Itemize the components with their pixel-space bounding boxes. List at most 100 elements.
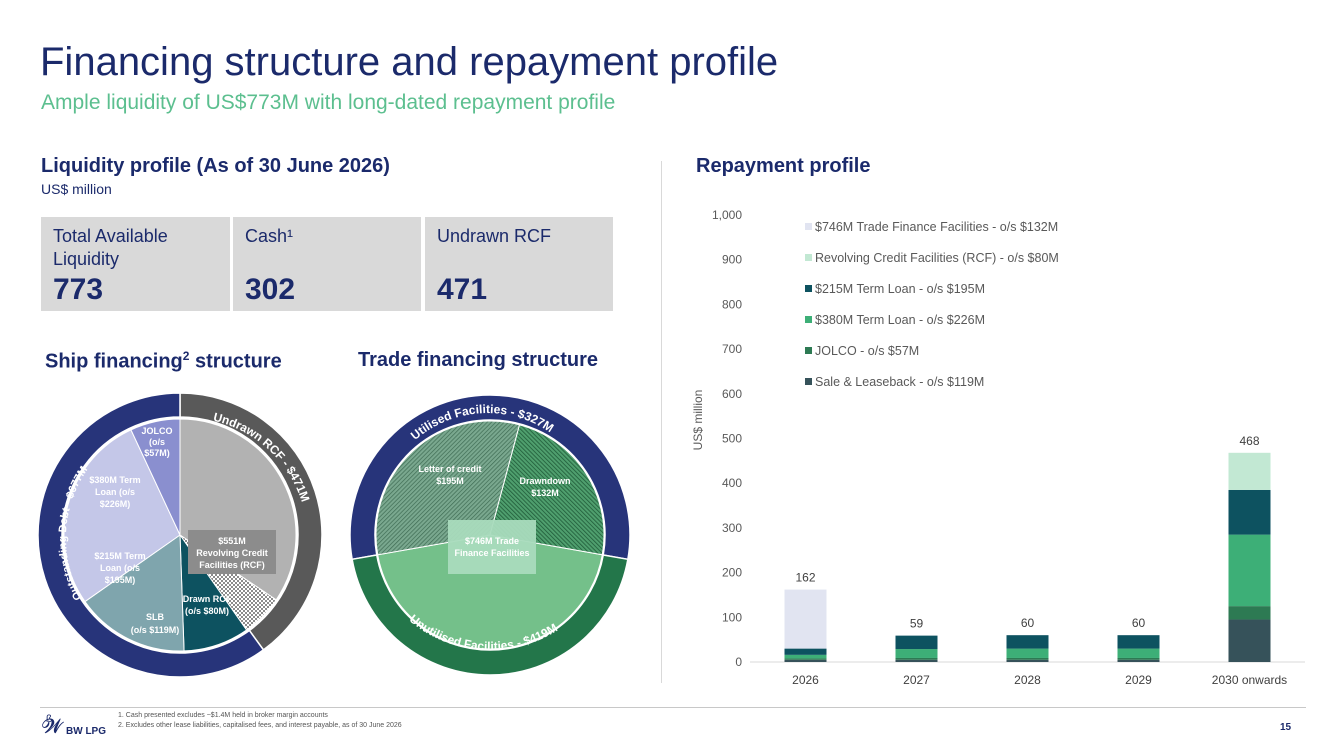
kpi-value: 471 (437, 273, 488, 306)
x-tick-label: 2026 (792, 673, 819, 687)
x-tick-label: 2027 (903, 673, 930, 687)
bar-segment (895, 649, 938, 658)
bar-segment (1006, 635, 1049, 649)
bw-logo-mark-icon: 𝓦 (42, 716, 65, 738)
y-tick-label: 1,000 (712, 208, 742, 222)
page-subtitle: Ample liquidity of US$773M with long-dat… (41, 91, 616, 114)
y-tick-label: 800 (722, 297, 742, 311)
bw-logo-small-b-icon: ß (46, 714, 52, 725)
footnote-2: 2. Excludes other lease liabilities, cap… (118, 722, 402, 729)
footnotes: 1. Cash presented excludes ~$1.4M held i… (118, 711, 402, 731)
legend-item: $215M Term Loan - o/s $195M (815, 282, 985, 296)
bar-segment (784, 589, 827, 649)
trade-financing-pie: Utilised Facilities - $327M Unutilised F… (349, 394, 631, 676)
y-tick-label: 400 (722, 476, 742, 490)
footnote-1: 1. Cash presented excludes ~$1.4M held i… (118, 712, 328, 719)
bar-total-label: 468 (1239, 434, 1259, 448)
bar-total-label: 59 (910, 617, 924, 631)
legend-swatch (805, 223, 812, 230)
ring-segment-utilised (349, 394, 631, 561)
bar-segment (895, 657, 938, 660)
kpi-label: Cash¹ (245, 226, 294, 246)
ship-financing-pie: Outstanding Debt - $677M Undrawn RCF - $… (37, 392, 323, 678)
bar-segment (1228, 534, 1271, 607)
bar-segment (1117, 659, 1160, 662)
trade-financing-title: Trade financing structure (358, 349, 599, 371)
y-axis: 0 100 200 300 400 500 600 700 800 900 1,000 (712, 208, 1305, 669)
legend-swatch (805, 347, 812, 354)
y-tick-label: 300 (722, 521, 742, 535)
logo-text: BW LPG (66, 726, 106, 737)
slice-jolco (130, 418, 181, 536)
bar-segment (784, 648, 827, 655)
bw-lpg-logo: 𝓦 ß BW LPG (42, 714, 106, 738)
kpi-card-undrawn-rcf: Undrawn RCF 471 (425, 217, 613, 311)
x-tick-label: 2029 (1125, 673, 1152, 687)
legend-swatch (805, 378, 812, 385)
legend-item: Sale & Leaseback - o/s $119M (815, 375, 984, 389)
y-axis-label: US$ million (691, 390, 705, 451)
x-tick-label: 2030 onwards (1212, 673, 1287, 687)
chart-legend: $746M Trade Finance Facilities - o/s $13… (805, 220, 1059, 389)
x-tick-label: 2028 (1014, 673, 1041, 687)
bar-segment (1006, 659, 1049, 662)
bar-segment (1117, 657, 1160, 660)
legend-swatch (805, 254, 812, 261)
liquidity-unit: US$ million (41, 181, 112, 197)
legend-item: Revolving Credit Facilities (RCF) - o/s … (815, 251, 1059, 265)
ship-rcf-box (188, 530, 276, 574)
bar-segment (895, 659, 938, 662)
y-tick-label: 200 (722, 566, 742, 580)
bar-segment (1006, 648, 1049, 658)
bar-segment (1117, 635, 1160, 649)
trade-label-drawdown: Drawndown $132M (520, 476, 571, 498)
ship-title-footnote-mark: 2 (182, 349, 190, 363)
trade-label-loc: Letter of credit $195M (418, 464, 481, 486)
ship-label-drawn-rcf: Drawn RCF (o/s $80M) (183, 594, 232, 616)
y-tick-label: 700 (722, 342, 742, 356)
ship-title-main: Ship financing (45, 350, 183, 373)
y-tick-label: 500 (722, 432, 742, 446)
legend-item: $380M Term Loan - o/s $226M (815, 313, 985, 327)
bar-series: 162 2026 59 2027 60 2028 60 2029 468 2030 onwards (784, 434, 1287, 687)
bar-segment (784, 654, 827, 659)
trade-center-box (448, 520, 536, 574)
kpi-card-total: Total Available Liquidity 773 (41, 217, 230, 311)
ship-label-slb: SLB (o/s $119M) (131, 612, 180, 635)
legend-swatch (805, 285, 812, 292)
y-tick-label: 0 (735, 655, 742, 669)
bar-segment (1006, 657, 1049, 660)
bar-segment (1228, 452, 1271, 490)
bar-segment (1228, 619, 1271, 662)
bar-segment (895, 635, 938, 650)
ship-label-jolco: JOLCO (o/s $57M) (141, 426, 172, 458)
ship-outer-ring (37, 392, 323, 678)
bar-segment (784, 658, 827, 660)
ship-title-tail: structure (189, 350, 282, 373)
section-divider (661, 161, 662, 683)
kpi-card-cash: Cash¹ 302 (233, 217, 421, 311)
ring-segment-unutilised (351, 554, 629, 676)
slice-term-loan-215 (84, 534, 185, 652)
trade-label-center: $746M Trade Finance Facilities (454, 536, 529, 558)
repayment-title: Repayment profile (696, 155, 871, 177)
liquidity-title: Liquidity profile (As of 30 June 2026) (41, 155, 390, 177)
bar-segment (1228, 606, 1271, 620)
bar-total-label: 60 (1132, 616, 1146, 630)
footer-divider (40, 707, 1306, 708)
bar-total-label: 162 (795, 571, 815, 585)
kpi-value: 773 (53, 273, 104, 306)
page-number: 15 (1280, 722, 1292, 733)
y-tick-label: 600 (722, 387, 742, 401)
bar-total-label: 60 (1021, 616, 1035, 630)
ship-label-term215: $215M Term Loan (o/s $195M) (94, 551, 145, 585)
y-tick-label: 100 (722, 610, 742, 624)
bar-segment (1117, 648, 1160, 658)
ship-label-rcf-box: $551M Revolving Credit Facilities (RCF) (196, 536, 268, 570)
ship-label-term380: $380M Term Loan (o/s $226M) (89, 475, 140, 509)
legend-swatch (805, 316, 812, 323)
trade-outer-ring (349, 394, 631, 676)
bar-segment (784, 659, 827, 662)
bar-segment (1228, 489, 1271, 535)
ship-financing-title: Ship financing2 structure (45, 349, 282, 374)
